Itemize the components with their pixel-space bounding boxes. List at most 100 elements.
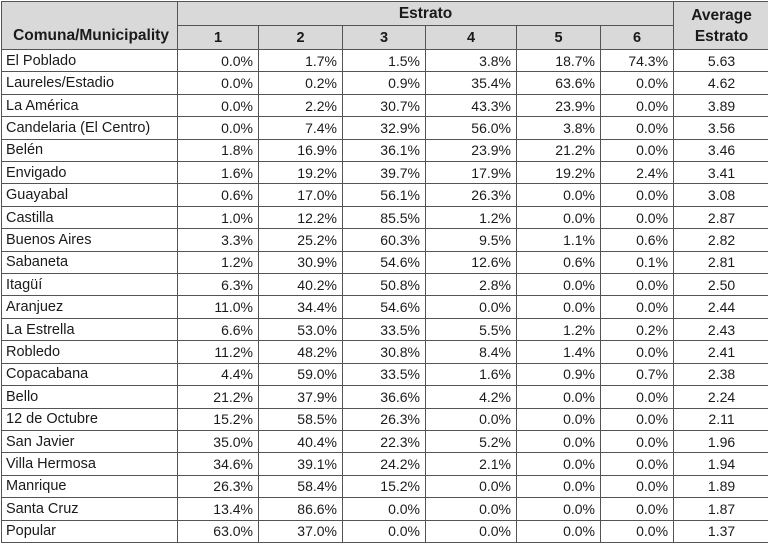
estrato-value-cell: 2.4% [601,162,674,184]
average-cell: 2.82 [674,229,768,251]
municipality-cell: Villa Hermosa [2,453,178,475]
estrato-value-cell: 4.4% [178,363,259,385]
estrato-value-cell: 6.3% [178,274,259,296]
average-estrato-header-line1: Average [674,5,768,26]
municipality-cell: Manrique [2,475,178,497]
estrato-value-cell: 56.0% [426,117,517,139]
estrato-value-cell: 0.1% [601,251,674,273]
estrato-value-cell: 34.4% [259,296,343,318]
estrato-value-cell: 1.0% [178,206,259,228]
estrato-column-header-1: 1 [178,26,259,50]
estrato-value-cell: 1.2% [517,318,601,340]
estrato-value-cell: 86.6% [259,498,343,520]
estrato-value-cell: 30.9% [259,251,343,273]
estrato-value-cell: 0.0% [517,408,601,430]
estrato-value-cell: 33.5% [343,318,426,340]
municipality-cell: Candelaria (El Centro) [2,117,178,139]
estrato-value-cell: 39.1% [259,453,343,475]
estrato-value-cell: 17.0% [259,184,343,206]
estrato-value-cell: 0.0% [517,296,601,318]
estrato-value-cell: 0.0% [601,430,674,452]
estrato-value-cell: 54.6% [343,296,426,318]
average-cell: 3.56 [674,117,768,139]
estrato-value-cell: 4.2% [426,386,517,408]
estrato-value-cell: 7.4% [259,117,343,139]
estrato-value-cell: 3.8% [517,117,601,139]
estrato-value-cell: 0.0% [601,206,674,228]
estrato-value-cell: 30.7% [343,94,426,116]
estrato-value-cell: 26.3% [343,408,426,430]
estrato-value-cell: 1.4% [517,341,601,363]
estrato-value-cell: 1.8% [178,139,259,161]
municipality-cell: Guayabal [2,184,178,206]
estrato-value-cell: 54.6% [343,251,426,273]
estrato-value-cell: 60.3% [343,229,426,251]
municipality-cell: Sabaneta [2,251,178,273]
estrato-value-cell: 22.3% [343,430,426,452]
table-row: La Estrella 6.6% 53.0% 33.5% 5.5% 1.2% 0… [2,318,768,340]
estrato-value-cell: 3.3% [178,229,259,251]
estrato-value-cell: 53.0% [259,318,343,340]
municipality-cell: Popular [2,520,178,542]
estrato-value-cell: 3.8% [426,50,517,72]
estrato-value-cell: 0.0% [517,498,601,520]
table-row: La América 0.0% 2.2% 30.7% 43.3% 23.9% 0… [2,94,768,116]
estrato-value-cell: 0.0% [426,296,517,318]
table-row: Manrique 26.3% 58.4% 15.2% 0.0% 0.0% 0.0… [2,475,768,497]
estrato-value-cell: 0.0% [601,72,674,94]
table-row: El Poblado 0.0% 1.7% 1.5% 3.8% 18.7% 74.… [2,50,768,72]
estrato-value-cell: 5.5% [426,318,517,340]
estrato-value-cell: 0.0% [426,498,517,520]
estrato-value-cell: 0.0% [601,94,674,116]
average-cell: 3.41 [674,162,768,184]
estrato-value-cell: 30.8% [343,341,426,363]
estrato-value-cell: 23.9% [426,139,517,161]
estrato-value-cell: 1.2% [178,251,259,273]
estrato-value-cell: 35.4% [426,72,517,94]
average-cell: 2.41 [674,341,768,363]
average-cell: 2.44 [674,296,768,318]
municipality-cell: Envigado [2,162,178,184]
estrato-value-cell: 17.9% [426,162,517,184]
estrato-column-header-6: 6 [601,26,674,50]
estrato-value-cell: 0.0% [426,408,517,430]
estrato-value-cell: 63.0% [178,520,259,542]
estrato-value-cell: 0.0% [426,475,517,497]
estrato-value-cell: 19.2% [259,162,343,184]
municipality-cell: Itagüí [2,274,178,296]
estrato-column-header-3: 3 [343,26,426,50]
estrato-value-cell: 0.0% [178,72,259,94]
average-cell: 2.11 [674,408,768,430]
table-row: Laureles/Estadio 0.0% 0.2% 0.9% 35.4% 63… [2,72,768,94]
estrato-value-cell: 0.0% [517,184,601,206]
estrato-value-cell: 0.0% [517,475,601,497]
estrato-value-cell: 2.1% [426,453,517,475]
table-row: Santa Cruz 13.4% 86.6% 0.0% 0.0% 0.0% 0.… [2,498,768,520]
estrato-value-cell: 36.1% [343,139,426,161]
municipality-cell: Robledo [2,341,178,363]
estrato-value-cell: 35.0% [178,430,259,452]
estrato-value-cell: 15.2% [343,475,426,497]
estrato-value-cell: 0.0% [343,520,426,542]
estrato-value-cell: 16.9% [259,139,343,161]
estrato-value-cell: 0.0% [343,498,426,520]
estrato-value-cell: 59.0% [259,363,343,385]
estrato-value-cell: 12.6% [426,251,517,273]
estrato-value-cell: 2.2% [259,94,343,116]
table-row: Sabaneta 1.2% 30.9% 54.6% 12.6% 0.6% 0.1… [2,251,768,273]
average-cell: 2.24 [674,386,768,408]
estrato-value-cell: 0.6% [178,184,259,206]
estrato-value-cell: 0.0% [517,520,601,542]
estrato-value-cell: 13.4% [178,498,259,520]
municipality-cell: Aranjuez [2,296,178,318]
estrato-value-cell: 12.2% [259,206,343,228]
estrato-column-header-2: 2 [259,26,343,50]
table-row: 12 de Octubre 15.2% 58.5% 26.3% 0.0% 0.0… [2,408,768,430]
table-row: San Javier 35.0% 40.4% 22.3% 5.2% 0.0% 0… [2,430,768,452]
estrato-value-cell: 1.2% [426,206,517,228]
municipality-cell: Copacabana [2,363,178,385]
estrato-value-cell: 0.0% [178,94,259,116]
header-row-group: Comuna/Municipality Estrato Average Estr… [2,2,768,26]
average-cell: 3.89 [674,94,768,116]
